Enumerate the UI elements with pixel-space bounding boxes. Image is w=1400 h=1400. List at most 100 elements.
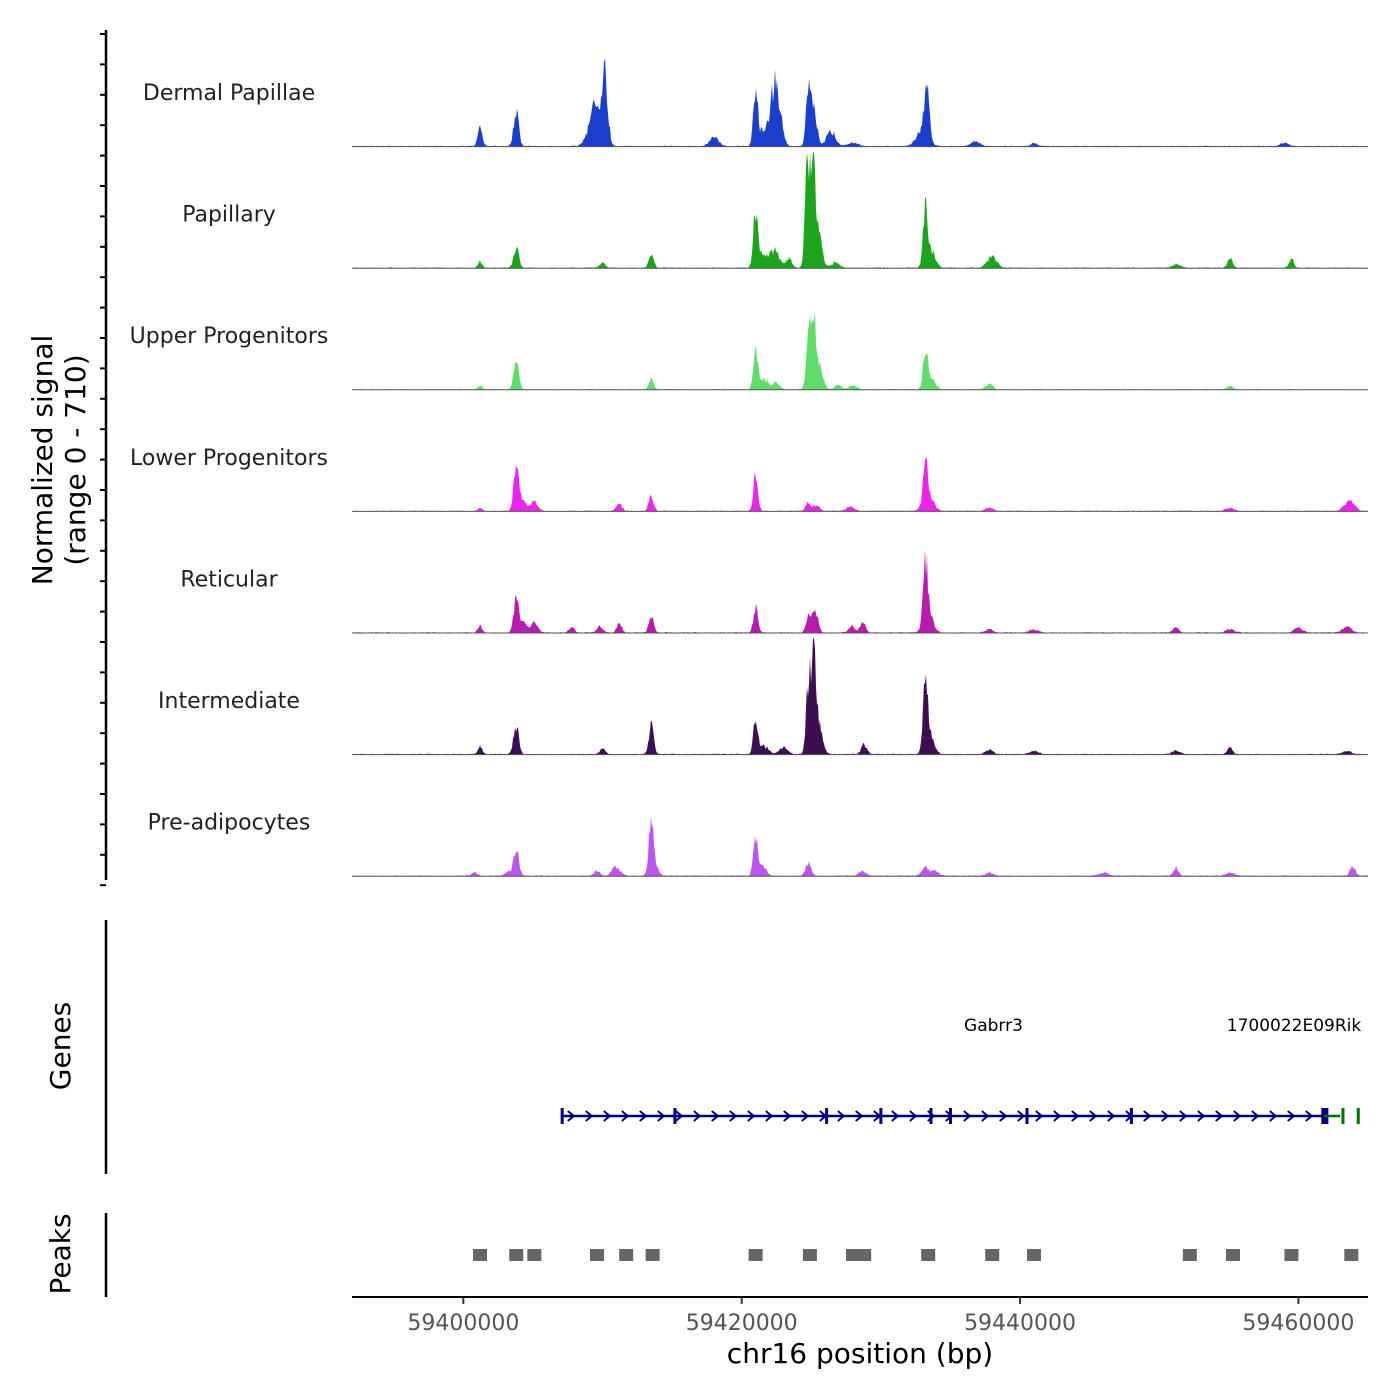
track-label: Lower Progenitors: [130, 446, 328, 471]
coverage-track-5: Reticular: [180, 549, 1368, 634]
peak-region: [1182, 1249, 1197, 1261]
coverage-track-2: Papillary: [182, 152, 1368, 269]
gene-label: 1700022E09Rik: [1227, 1016, 1362, 1036]
track-label: Upper Progenitors: [130, 324, 329, 349]
exon: [1341, 1108, 1345, 1124]
strand-arrow: [963, 1110, 972, 1122]
track-label: Papillary: [182, 203, 276, 228]
track-label: Pre-adipocytes: [148, 811, 311, 836]
coverage-area: [352, 152, 1368, 269]
peak-region: [985, 1249, 1000, 1261]
strand-arrow: [1179, 1110, 1188, 1122]
peak-region: [748, 1249, 763, 1261]
peak-region: [1344, 1249, 1359, 1261]
exon: [673, 1108, 677, 1124]
x-tick-label: 59440000: [964, 1311, 1076, 1336]
track-label: Reticular: [180, 567, 278, 592]
peak-region: [619, 1249, 634, 1261]
coverage-track-7: Pre-adipocytes: [148, 811, 1368, 877]
peak-region: [1225, 1249, 1240, 1261]
coverage-tracks: Dermal Papillae Papillary Upper Progenitor…: [130, 58, 1368, 877]
x-axis-label: chr16 position (bp): [727, 1337, 993, 1370]
coverage-track-3: Upper Progenitors: [130, 310, 1368, 391]
peak-region: [1284, 1249, 1299, 1261]
exon: [560, 1108, 564, 1124]
strand-arrow: [855, 1110, 864, 1122]
strand-arrow: [1161, 1110, 1170, 1122]
peak-region: [857, 1249, 872, 1261]
gene-Gabrr3: Gabrr3: [560, 1016, 1329, 1124]
peak-region: [1026, 1249, 1041, 1261]
strand-arrow: [783, 1110, 792, 1122]
strand-arrow: [639, 1110, 648, 1122]
y-axis-label: Normalized signal: [26, 335, 59, 586]
strand-arrow: [675, 1110, 684, 1122]
strand-arrow: [1107, 1110, 1116, 1122]
peaks-track-label: Peaks: [44, 1213, 77, 1294]
exon: [1356, 1108, 1360, 1124]
y-axis-range-label: (range 0 - 710): [59, 354, 92, 565]
axes: Normalized signal (range 0 - 710) Genes …: [26, 30, 1368, 1370]
gene-label: Gabrr3: [964, 1016, 1023, 1036]
exon: [929, 1108, 933, 1124]
peak-region: [846, 1249, 861, 1261]
coverage-area: [352, 638, 1368, 755]
strand-arrow: [1269, 1110, 1278, 1122]
strand-arrow: [999, 1110, 1008, 1122]
x-tick-label: 59400000: [407, 1311, 519, 1336]
exon: [1129, 1108, 1133, 1124]
strand-arrow: [585, 1110, 594, 1122]
strand-arrow: [765, 1110, 774, 1122]
gene-1700022E09Rik: 1700022E09Rik: [1227, 1016, 1362, 1124]
track-label: Dermal Papillae: [143, 81, 315, 106]
strand-arrow: [1071, 1110, 1080, 1122]
coverage-area: [352, 816, 1368, 877]
strand-arrow: [621, 1110, 630, 1122]
genes-track-label: Genes: [44, 1002, 77, 1090]
coverage-track-1: Dermal Papillae: [143, 58, 1368, 148]
exon: [879, 1108, 883, 1124]
strand-arrow: [1017, 1110, 1026, 1122]
coverage-area: [352, 549, 1368, 633]
peak-region: [527, 1249, 542, 1261]
coverage-area: [352, 310, 1368, 390]
strand-arrow: [693, 1110, 702, 1122]
coverage-area: [352, 456, 1368, 512]
peak-region: [921, 1249, 936, 1261]
strand-arrow: [603, 1110, 612, 1122]
strand-arrow: [567, 1110, 576, 1122]
coverage-track-6: Intermediate: [158, 638, 1368, 756]
strand-arrow: [1143, 1110, 1152, 1122]
strand-arrow: [711, 1110, 720, 1122]
peak-region: [589, 1249, 604, 1261]
strand-arrow: [747, 1110, 756, 1122]
strand-arrow: [1089, 1110, 1098, 1122]
strand-arrow: [729, 1110, 738, 1122]
strand-arrow: [891, 1110, 900, 1122]
strand-arrow: [1215, 1110, 1224, 1122]
peak-region: [473, 1249, 488, 1261]
coverage-track-4: Lower Progenitors: [130, 446, 1368, 512]
strand-arrow: [1287, 1110, 1296, 1122]
gene-track: Gabrr3 1700022E09Rik: [560, 1016, 1362, 1124]
exon: [825, 1108, 829, 1124]
track-label: Intermediate: [158, 689, 300, 714]
strand-arrow: [1233, 1110, 1242, 1122]
strand-arrow: [837, 1110, 846, 1122]
peak-track: [473, 1249, 1359, 1261]
strand-arrow: [1053, 1110, 1062, 1122]
peak-region: [802, 1249, 817, 1261]
peak-region: [509, 1249, 524, 1261]
peak-region: [645, 1249, 660, 1261]
coverage-area: [352, 58, 1368, 147]
strand-arrow: [1251, 1110, 1260, 1122]
x-tick-label: 59420000: [686, 1311, 798, 1336]
strand-arrow: [909, 1110, 918, 1122]
strand-arrow: [801, 1110, 810, 1122]
strand-arrow: [981, 1110, 990, 1122]
exon: [1025, 1108, 1029, 1124]
strand-arrow: [1305, 1110, 1314, 1122]
strand-arrow: [657, 1110, 666, 1122]
strand-arrow: [1035, 1110, 1044, 1122]
